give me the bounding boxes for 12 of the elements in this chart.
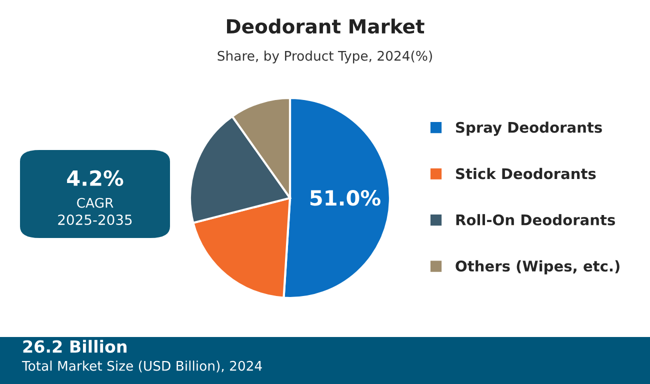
text: 2025-2035 [58,214,132,226]
chart-subtitle: Share, by Product Type, 2024(%) [218,50,432,64]
legend-label: Others (Wipes, etc.) [456,260,620,274]
legend-label: Stick Deodorants [456,168,596,180]
chart-title: Deodorant Market [227,18,424,34]
text: CAGR [77,198,114,208]
text: 4.2% [67,170,124,186]
data-label: 51.0% [310,190,380,206]
text: Total Market Size (USD Billion), 2024 [22,360,262,372]
text: 26.2 Billion [23,340,126,353]
legend-label: Spray Deodorants [456,122,602,136]
legend-label: Roll-On Deodorants [456,214,615,226]
